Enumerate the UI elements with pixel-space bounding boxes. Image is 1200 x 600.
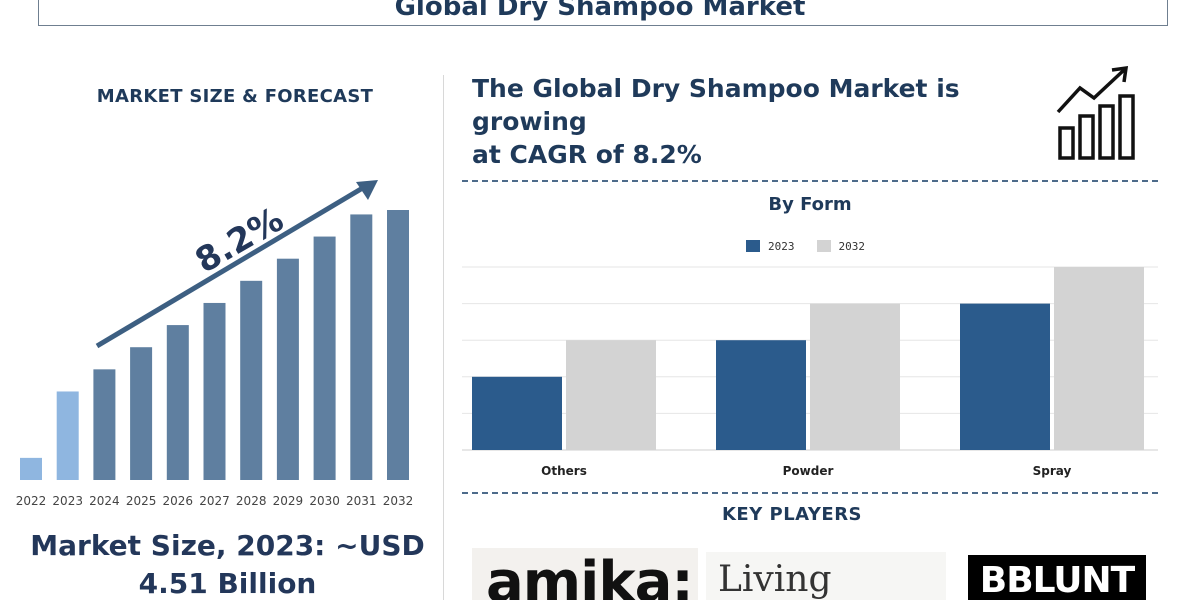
form-bar-others-2032 [566, 340, 656, 450]
cagr-annotation: 8.2% [189, 200, 291, 282]
living-proof-logo: Living proof. [706, 552, 946, 600]
forecast-year-label: 2025 [126, 494, 157, 508]
form-bar-spray-2023 [960, 303, 1050, 450]
forecast-bar-2028 [240, 280, 263, 480]
title-frame [38, 0, 1168, 26]
forecast-year-label: 2027 [199, 494, 230, 508]
legend-label-2023: 2023 [768, 239, 795, 253]
form-bar-others-2023 [472, 376, 562, 450]
forecast-bar-2024 [93, 369, 116, 480]
market-size-forecast-chart: 2022 2023 2024 2025 2026 2027 2028 2029 2030 2031… [16, 180, 414, 508]
vertical-divider [443, 75, 444, 600]
form-category-label: Spray [1033, 464, 1072, 478]
key-players-title: KEY PLAYERS [721, 504, 863, 525]
market-size-line-2: 4.51 Billion [138, 567, 317, 600]
forecast-bar-2025 [130, 347, 153, 480]
form-category-label: Powder [783, 464, 834, 478]
forecast-bar-2029 [276, 258, 299, 480]
form-category-label: Others [541, 464, 587, 478]
form-bar-powder-2023 [716, 340, 806, 450]
legend-label-2032: 2032 [838, 239, 866, 253]
growth-arrow-head [356, 180, 378, 200]
forecast-year-label: 2032 [383, 494, 414, 508]
market-size-statement: Market Size, 2023: ~USD 4.51 Billion [0, 527, 455, 600]
forecast-bar-2026 [166, 325, 189, 480]
forecast-bar-2023 [56, 391, 79, 480]
forecast-year-label: 2031 [346, 494, 377, 508]
cagr-statement: The Global Dry Shampoo Market is growing… [472, 72, 1072, 171]
cagr-line-2: at CAGR of 8.2% [472, 140, 702, 169]
forecast-year-label: 2024 [89, 494, 120, 508]
by-form-legend: 2023 2032 [746, 238, 879, 254]
legend-swatch-2023 [746, 240, 760, 252]
forecast-bar-2031 [350, 214, 373, 480]
market-size-line-1: Market Size, 2023: ~USD [30, 529, 425, 562]
forecast-bar-2022 [20, 457, 42, 480]
form-bar-spray-2032 [1054, 267, 1144, 450]
page-title: Global Dry Shampoo Market [394, 0, 806, 22]
growth-chart-icon [1056, 65, 1135, 160]
legend-item-2023: 2023 [746, 240, 795, 253]
forecast-year-label: 2022 [16, 494, 47, 508]
market-size-forecast-heading: MARKET SIZE & FORECAST [96, 86, 374, 107]
forecast-year-label: 2030 [309, 494, 340, 508]
forecast-year-label: 2026 [163, 494, 194, 508]
forecast-bar-2032 [387, 210, 409, 480]
growth-arrow [95, 183, 368, 349]
section-divider [462, 492, 1158, 494]
bblunt-logo: BBLUNT [968, 555, 1146, 600]
by-form-chart-title: By Form [768, 194, 852, 215]
by-form-chart: Others Powder Spray [462, 266, 1158, 478]
legend-item-2032: 2032 [816, 239, 866, 253]
section-divider [462, 180, 1158, 182]
forecast-bar-2030 [313, 236, 336, 480]
amika-logo: amika: [472, 548, 698, 600]
forecast-year-label: 2029 [273, 494, 304, 508]
form-bar-powder-2032 [810, 303, 900, 450]
legend-swatch-2032 [816, 240, 831, 252]
cagr-line-1: The Global Dry Shampoo Market is growing [472, 74, 960, 136]
forecast-year-label: 2023 [52, 494, 83, 508]
forecast-bar-2027 [203, 302, 226, 480]
forecast-year-label: 2028 [236, 494, 267, 508]
